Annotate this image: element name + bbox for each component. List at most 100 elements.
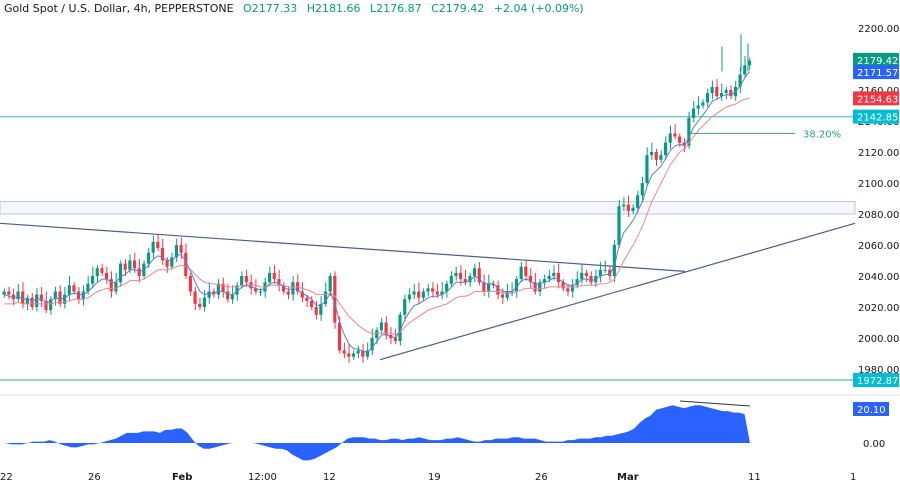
candle [11, 288, 15, 306]
candle-body [719, 93, 724, 97]
candle [636, 190, 640, 213]
candle-body [407, 294, 411, 300]
trendlines[interactable] [0, 222, 856, 361]
candle [640, 176, 644, 202]
candle-body [170, 257, 174, 267]
y-tick-label: 1980.00 [858, 365, 899, 376]
candle [109, 271, 113, 298]
candle [398, 311, 402, 346]
candle [719, 83, 724, 101]
candle [170, 252, 174, 270]
x-tick-label: 22 [0, 472, 13, 483]
candle-body [598, 269, 602, 276]
candle-body [663, 142, 668, 156]
oscillator-area [0, 405, 750, 461]
candle-body [589, 276, 593, 283]
time-axis[interactable]: 22 26 Feb 12:00 12 19 26 Mar 11 1 [0, 472, 856, 483]
candle [365, 342, 370, 360]
y-tick-label: 2060.00 [858, 241, 899, 252]
candle-body [729, 90, 733, 97]
price-tag: 2171.57 [853, 65, 899, 80]
candle-body [39, 294, 43, 301]
candle [221, 277, 225, 298]
candle-body [319, 303, 323, 315]
candle [58, 285, 62, 307]
candle [249, 274, 253, 295]
candle-body [49, 299, 53, 311]
candle [556, 263, 561, 289]
x-tick-label: 19 [428, 472, 441, 483]
candle [100, 263, 104, 276]
candle [445, 280, 449, 298]
candle [715, 79, 719, 100]
candle-body [328, 276, 332, 292]
candle-body [244, 276, 248, 283]
candle-body [575, 279, 579, 286]
candle-body [240, 276, 244, 286]
candle-body [347, 353, 351, 357]
candle-body [258, 291, 262, 293]
candle [81, 285, 85, 306]
candle-body [486, 283, 491, 292]
candle-body [16, 291, 20, 300]
candle [542, 274, 547, 289]
candle-body [198, 303, 202, 307]
divergence-line[interactable] [679, 400, 751, 407]
candle-body [202, 297, 206, 307]
fibonacci-level[interactable]: 38.20% [690, 129, 841, 140]
candle-body [445, 283, 449, 292]
candle [244, 269, 248, 287]
candle-body [705, 93, 710, 103]
candle-body [431, 288, 435, 292]
candle [482, 274, 486, 297]
price-tag-bg [853, 373, 899, 388]
candle-body [207, 291, 211, 298]
candle-body [300, 291, 304, 298]
price-tag-label: 1972.87 [857, 376, 898, 387]
candle-body [654, 152, 658, 160]
candle [193, 286, 197, 311]
symbol-title[interactable]: Gold Spot / U.S. Dollar, 4h, PEPPERSTONE [4, 2, 234, 15]
candle [286, 286, 290, 300]
close-value: C2179.42 [431, 2, 485, 15]
candle [701, 99, 705, 109]
candle [738, 66, 742, 94]
candle-body [738, 74, 742, 87]
candle [463, 269, 467, 286]
candle-body [533, 282, 537, 292]
price-tag-label: 2171.57 [857, 68, 898, 79]
candle-body [463, 279, 467, 283]
candle [645, 147, 649, 187]
candle [496, 280, 500, 300]
candle-body [221, 283, 225, 292]
candle [505, 283, 509, 301]
candle-body [617, 206, 621, 245]
candle-body [547, 276, 551, 280]
candle-body [472, 268, 477, 276]
candle-body [309, 300, 314, 307]
candle-body [25, 297, 29, 304]
candle [393, 328, 397, 345]
candle [626, 195, 630, 218]
zone-rect[interactable] [0, 201, 856, 215]
candle-body [356, 350, 360, 354]
resistance-zone[interactable] [0, 201, 856, 215]
x-tick-label: 11 [748, 472, 761, 483]
candle-body [454, 272, 458, 276]
candle [677, 133, 682, 148]
candle-body [677, 136, 682, 143]
candle-body [67, 285, 71, 295]
candle [668, 125, 672, 149]
candle-body [603, 269, 607, 271]
candle-body [216, 283, 220, 295]
candle [598, 262, 602, 283]
candle-body [132, 260, 137, 269]
horizontal-levels[interactable] [0, 115, 855, 381]
candle-body [184, 252, 188, 276]
candle [160, 238, 165, 266]
trendline-ascending[interactable] [379, 222, 856, 361]
candle-body [63, 294, 67, 304]
candle [137, 258, 141, 283]
trendline-descending[interactable] [0, 222, 686, 272]
